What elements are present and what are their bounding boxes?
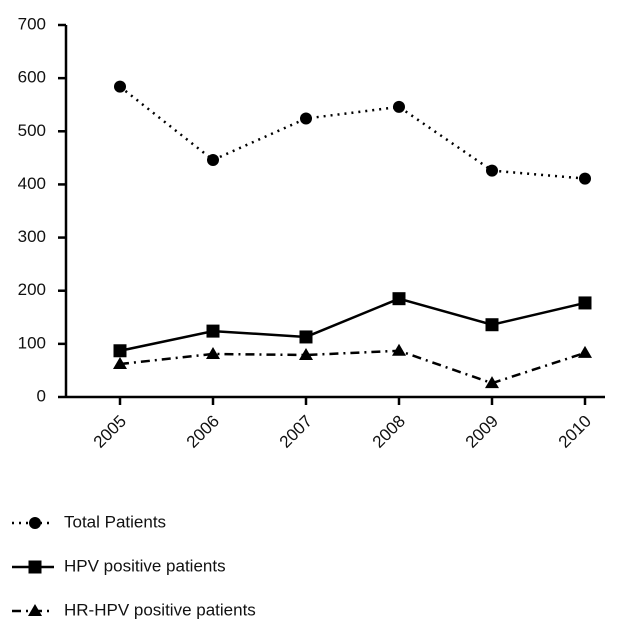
marker <box>206 324 220 338</box>
series-line <box>119 85 586 180</box>
y-tick-label: 400 <box>18 174 46 193</box>
y-tick-label: 700 <box>18 14 46 33</box>
series-line <box>119 297 586 352</box>
marker <box>578 345 592 358</box>
x-tick-label: 2010 <box>555 412 595 452</box>
marker <box>485 376 499 389</box>
y-tick-label: 600 <box>18 68 46 87</box>
marker <box>300 112 312 125</box>
series-line <box>119 349 586 385</box>
marker <box>113 357 127 370</box>
marker <box>299 348 313 361</box>
x-tick-label: 2006 <box>183 412 223 452</box>
marker <box>29 517 41 529</box>
marker <box>206 346 220 359</box>
marker <box>578 296 592 310</box>
marker <box>485 318 499 332</box>
y-tick-label: 200 <box>18 280 46 299</box>
marker <box>207 153 219 166</box>
marker <box>393 100 405 113</box>
y-tick-label: 500 <box>18 121 46 140</box>
marker <box>28 604 42 616</box>
x-tick-label: 2005 <box>90 412 130 452</box>
legend-label: HR-HPV positive patients <box>64 600 256 619</box>
marker <box>486 164 498 177</box>
x-tick-label: 2007 <box>276 412 316 452</box>
x-tick-label: 2009 <box>462 412 502 452</box>
y-tick-label: 0 <box>37 386 46 405</box>
legend-label: Total Patients <box>64 512 166 531</box>
x-tick-label: 2008 <box>369 412 409 452</box>
legend-label: HPV positive patients <box>64 556 226 575</box>
marker <box>299 330 313 344</box>
y-tick-label: 300 <box>18 227 46 246</box>
marker <box>392 292 406 306</box>
marker <box>579 172 591 185</box>
y-tick-label: 100 <box>18 333 46 352</box>
marker <box>28 560 42 574</box>
marker <box>392 343 406 356</box>
marker <box>113 344 127 358</box>
marker <box>114 80 126 93</box>
